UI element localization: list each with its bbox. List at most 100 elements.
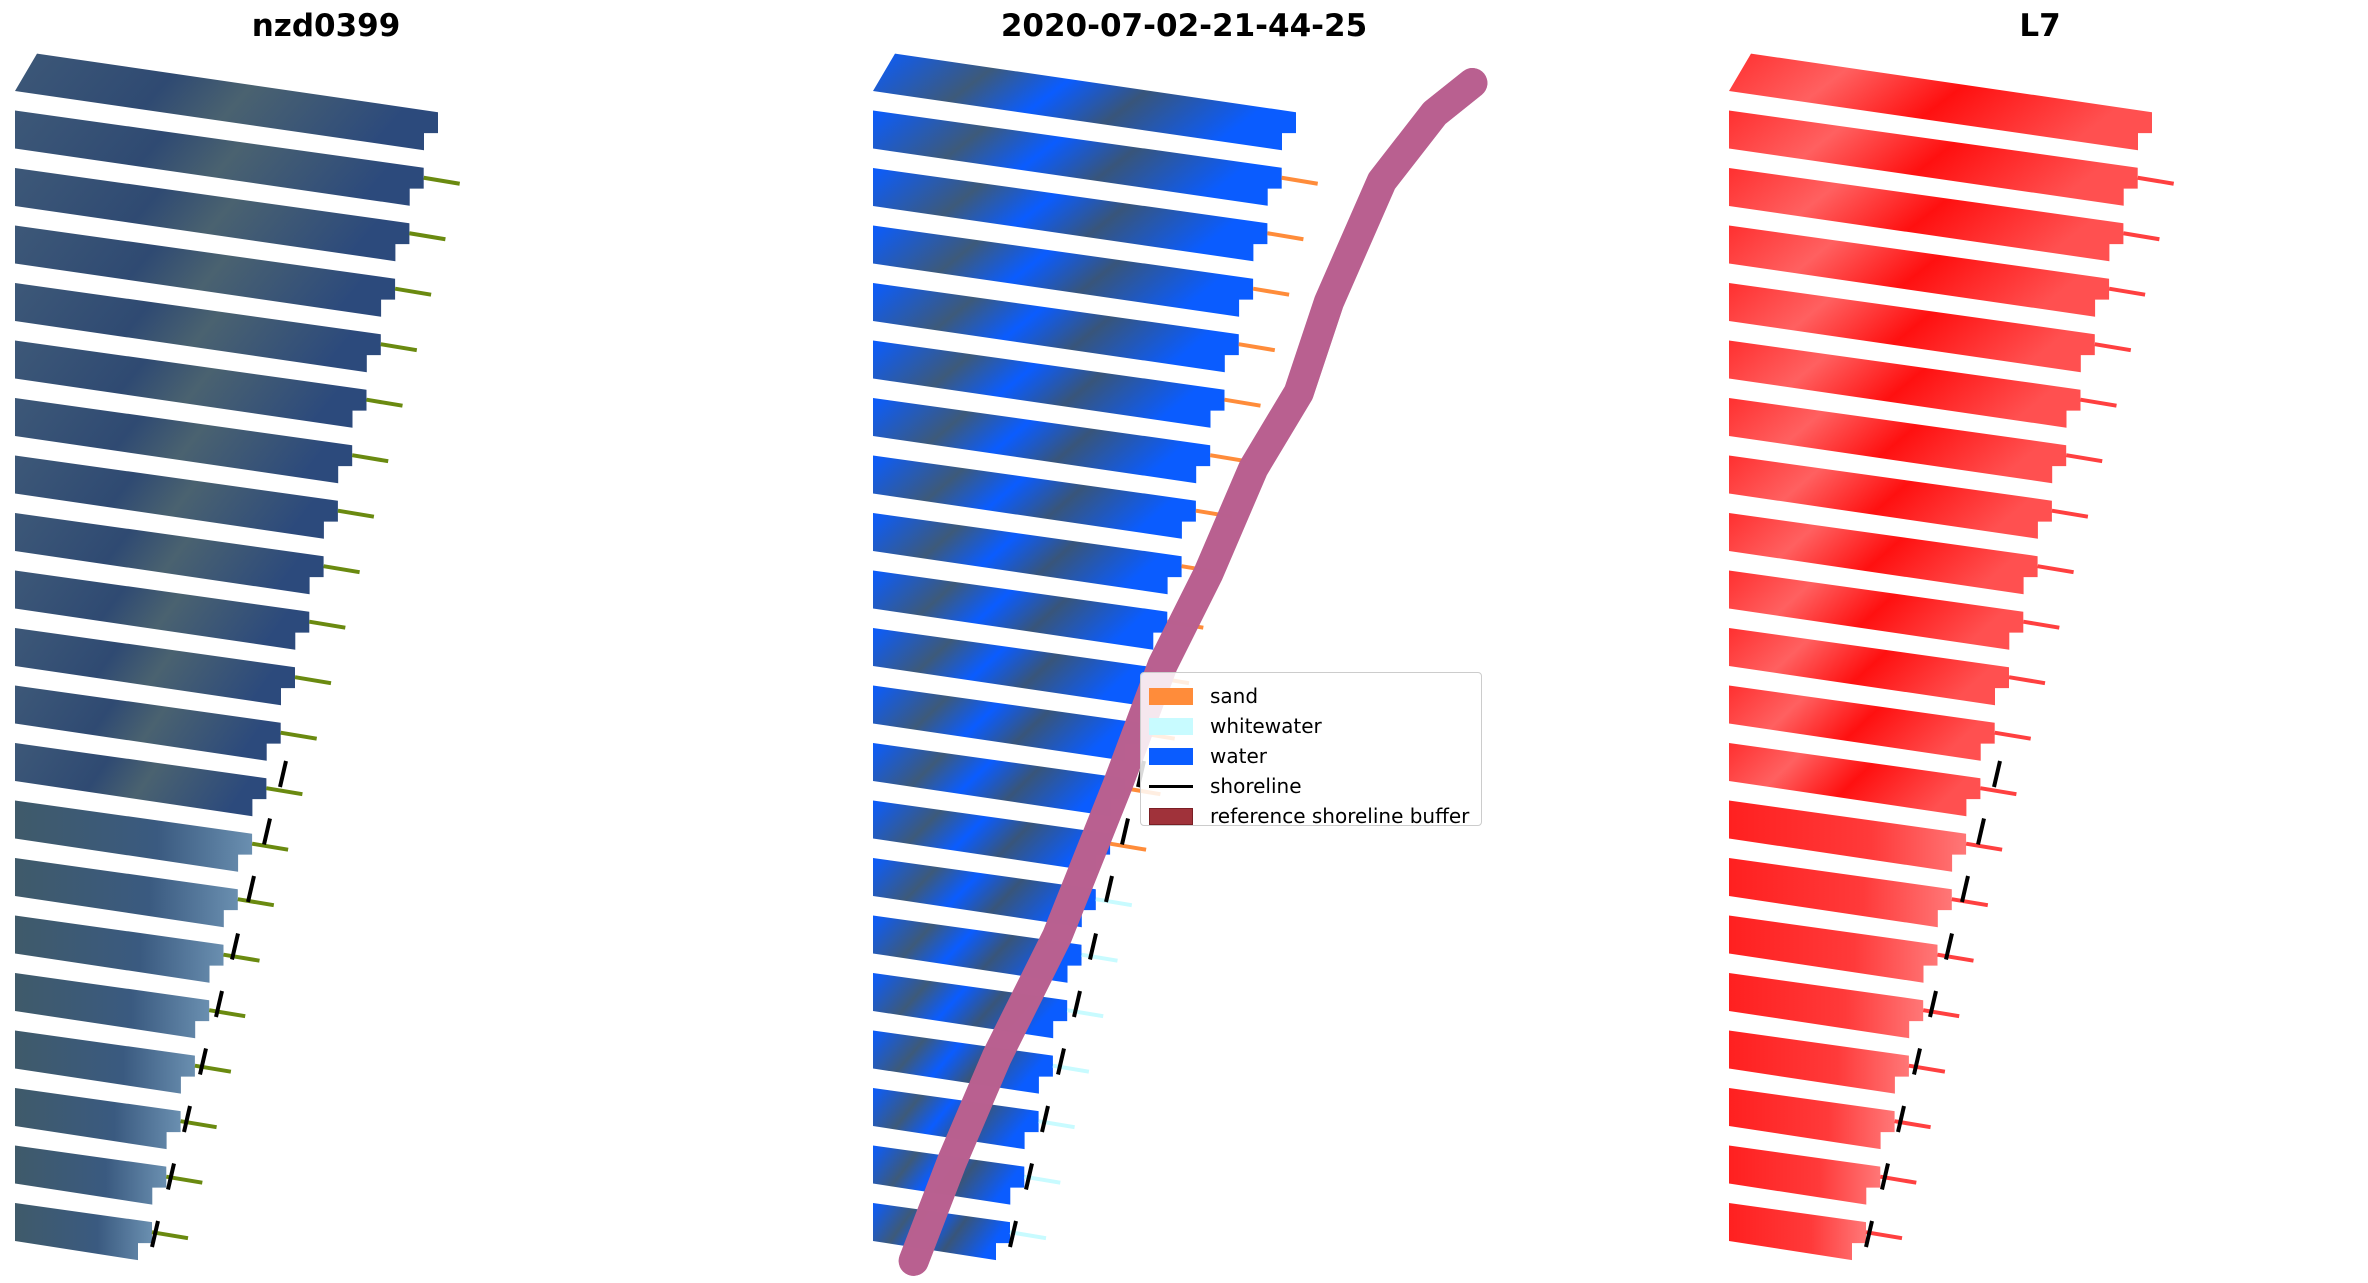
transect-tail [380,342,418,353]
image-strip [1729,110,2138,206]
image-strip [15,800,253,872]
image-strip [1729,743,1981,817]
image-strip [1729,168,2124,262]
shoreline-segment [1056,1048,1066,1075]
transect-tail [2094,342,2132,353]
transect-tail [308,619,346,630]
transect-tail [1267,231,1304,242]
transect-tail [409,231,446,242]
shoreline-segment [262,818,272,845]
image-strip [15,1145,167,1205]
image-strip [15,340,367,428]
image-strip [15,685,281,761]
shoreline-segment [150,1220,160,1248]
transect-tail [1281,175,1319,186]
transect-tail [1009,1230,1047,1241]
transect-tail [1965,841,2003,852]
transect-tail [1081,952,1118,963]
image-strip [1729,915,1938,983]
image-strip [15,53,438,151]
shoreline-segment [246,875,256,903]
image-strip [15,168,410,262]
water-swatch [1149,747,1193,765]
image-strip [873,398,1211,484]
shoreline-segment [198,1048,208,1075]
transect-tail [294,675,332,686]
image-strip [873,800,1111,872]
shoreline-segment [1120,818,1130,845]
image-strip [15,513,324,595]
image-strip [873,685,1139,761]
transect-tail [1980,786,2017,797]
transect-tail [2065,453,2103,464]
sand-swatch [1149,687,1193,705]
legend-label: whitewater [1210,714,1322,738]
transect-tail [237,897,275,908]
transect-tail [1066,1008,1104,1019]
image-strip [1729,283,2095,373]
panel-title-date: 2020-07-02-21-44-25 [1000,8,1368,44]
image-strip [1729,398,2067,484]
buffer-swatch [1149,807,1193,825]
transect-tail [1095,897,1133,908]
shoreline-segment [230,933,240,960]
image-strip [873,628,1153,706]
transect-tail [251,841,289,852]
shoreline-segment [1880,1163,1890,1190]
transect-tail [1109,841,1147,852]
image-strip [1729,973,1924,1039]
transect-tail [366,397,403,408]
transect-tail [1951,897,1989,908]
image-strip [1729,340,2081,428]
image-strip [1729,225,2110,317]
legend-item-water: water [1149,744,1267,768]
image-strip [1729,800,1967,872]
shoreline-segment [1944,933,1954,960]
image-strip [873,168,1268,262]
transect-tail [2108,286,2146,297]
transect-tail [2022,619,2060,630]
reference-shoreline-buffer [898,68,1488,1276]
transect-tail [2037,564,2074,575]
transect-tail [337,508,375,519]
shoreline-segment [1976,818,1986,845]
panel-title-nzd0399: nzd0399 [251,8,401,44]
transect-tail [394,286,432,297]
transect-tail [2080,397,2117,408]
image-strip [1729,455,2052,539]
image-strip [873,283,1239,373]
transect-tail [1994,730,2032,741]
shoreline-segment [214,990,224,1018]
transect-tail [280,730,318,741]
transect-tail [223,952,260,963]
transect-tail [208,1008,246,1019]
transect-tail [323,564,360,575]
image-strip [1729,1203,1866,1261]
image-strip [1729,513,2038,595]
image-strip [873,225,1254,317]
legend-item-buffer: reference shoreline buffer [1149,804,1470,828]
transect-tail [1209,453,1247,464]
image-strip [1729,1030,1909,1094]
transect-tail [266,786,303,797]
image-strip [1729,1145,1881,1205]
image-strip [873,110,1282,206]
image-strip [15,858,238,928]
image-strip [15,973,210,1039]
image-strip [1729,53,2152,151]
image-strip [1729,570,2024,650]
shoreline-segment [1992,760,2002,788]
image-strip [15,628,295,706]
shoreline-segment [1024,1163,1034,1190]
shoreline-segment [1912,1048,1922,1075]
image-strip [873,743,1125,817]
image-strip [1729,685,1995,761]
image-strip [873,570,1168,650]
transect-tail [2137,175,2175,186]
image-strip [15,915,224,983]
image-strip [15,110,424,206]
shoreline-segment [1896,1105,1906,1133]
legend-label: reference shoreline buffer [1210,804,1470,828]
shoreline-segment [1040,1105,1050,1133]
